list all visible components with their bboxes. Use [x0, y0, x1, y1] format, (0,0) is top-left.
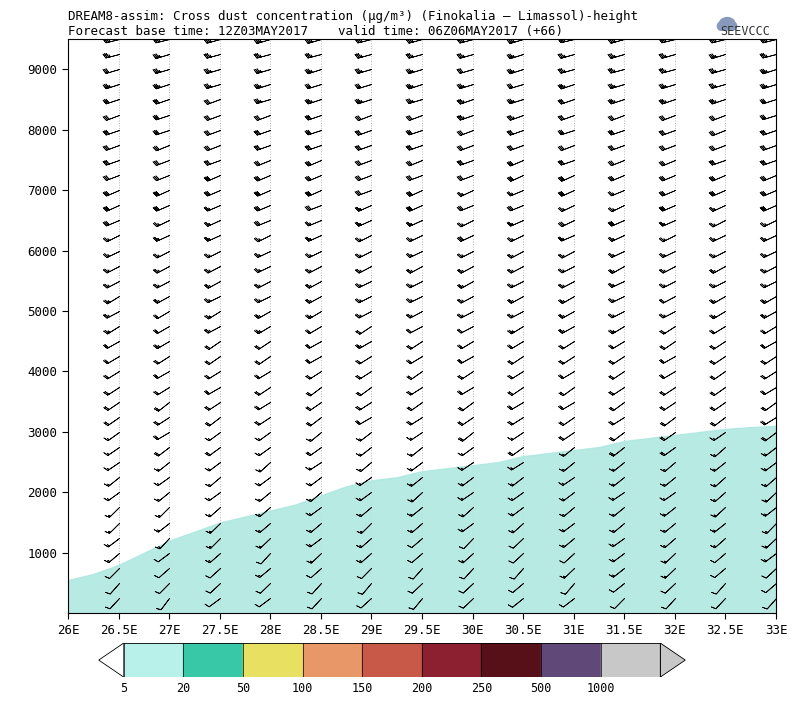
- Text: 1000: 1000: [586, 682, 615, 696]
- Polygon shape: [362, 643, 422, 677]
- Text: 5: 5: [120, 682, 127, 696]
- Polygon shape: [422, 643, 482, 677]
- Text: 20: 20: [176, 682, 190, 696]
- Text: 100: 100: [292, 682, 314, 696]
- Polygon shape: [601, 643, 660, 677]
- Polygon shape: [98, 643, 124, 677]
- Text: 500: 500: [530, 682, 552, 696]
- Text: SEEVCCC: SEEVCCC: [721, 25, 770, 38]
- Polygon shape: [482, 643, 541, 677]
- Polygon shape: [124, 643, 183, 677]
- Polygon shape: [660, 643, 686, 677]
- Text: 250: 250: [470, 682, 492, 696]
- Ellipse shape: [719, 18, 735, 30]
- Ellipse shape: [718, 22, 726, 30]
- Polygon shape: [302, 643, 362, 677]
- Polygon shape: [183, 643, 243, 677]
- Polygon shape: [243, 643, 302, 677]
- Text: 50: 50: [236, 682, 250, 696]
- Polygon shape: [541, 643, 601, 677]
- Text: DREAM8-assim: Cross dust concentration (μg/m³) (Finokalia – Limassol)-height
For: DREAM8-assim: Cross dust concentration (…: [68, 10, 638, 38]
- Text: 150: 150: [351, 682, 373, 696]
- Ellipse shape: [729, 22, 737, 30]
- Text: 200: 200: [411, 682, 433, 696]
